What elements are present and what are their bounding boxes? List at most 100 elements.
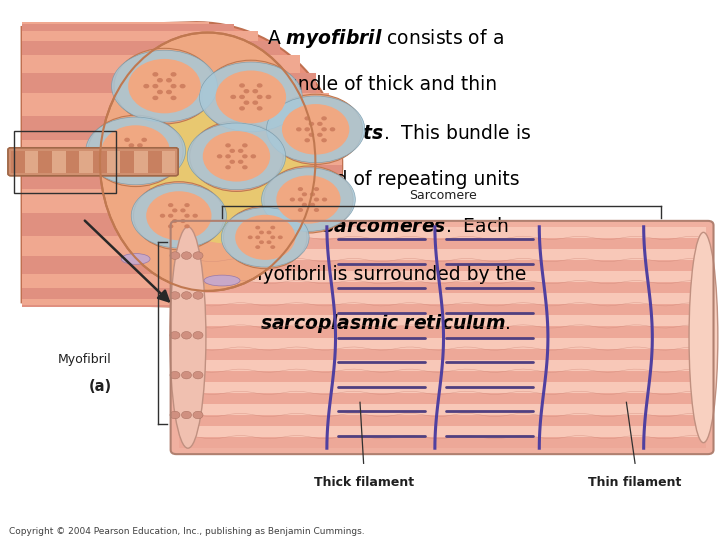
Circle shape xyxy=(238,148,243,153)
Circle shape xyxy=(193,292,203,299)
Bar xyxy=(179,282,706,293)
Circle shape xyxy=(268,110,275,115)
Bar xyxy=(24,151,38,173)
Circle shape xyxy=(125,160,130,164)
Circle shape xyxy=(305,127,310,131)
Circle shape xyxy=(192,214,198,218)
Circle shape xyxy=(176,193,182,198)
Circle shape xyxy=(161,148,168,153)
Bar xyxy=(161,151,176,173)
Circle shape xyxy=(219,154,225,159)
Bar xyxy=(179,415,706,426)
Text: Thick filament: Thick filament xyxy=(313,476,414,489)
Circle shape xyxy=(287,183,292,188)
Circle shape xyxy=(171,84,176,89)
Circle shape xyxy=(181,372,192,379)
Circle shape xyxy=(180,219,186,223)
Polygon shape xyxy=(22,299,234,305)
Circle shape xyxy=(218,94,225,99)
Ellipse shape xyxy=(204,275,240,286)
Circle shape xyxy=(171,96,176,100)
Circle shape xyxy=(298,208,303,212)
Circle shape xyxy=(193,252,203,259)
Circle shape xyxy=(176,224,182,228)
Circle shape xyxy=(150,91,157,97)
Text: Myofibril: Myofibril xyxy=(58,353,112,366)
Ellipse shape xyxy=(112,50,217,122)
Circle shape xyxy=(302,119,309,124)
Bar xyxy=(179,249,706,260)
Circle shape xyxy=(133,181,224,249)
Circle shape xyxy=(184,224,190,228)
Circle shape xyxy=(202,60,300,134)
Circle shape xyxy=(122,156,129,161)
Circle shape xyxy=(323,119,329,124)
Circle shape xyxy=(166,220,172,225)
Circle shape xyxy=(132,159,139,164)
Bar xyxy=(179,326,706,338)
Circle shape xyxy=(132,138,139,143)
Circle shape xyxy=(143,84,149,89)
Circle shape xyxy=(280,248,286,253)
Circle shape xyxy=(266,231,271,234)
Circle shape xyxy=(239,83,245,87)
Circle shape xyxy=(312,148,319,153)
Circle shape xyxy=(170,292,180,299)
Circle shape xyxy=(195,228,202,233)
Circle shape xyxy=(271,242,277,246)
Circle shape xyxy=(292,142,299,147)
Circle shape xyxy=(255,245,260,249)
Polygon shape xyxy=(22,41,280,56)
Circle shape xyxy=(269,94,362,165)
Ellipse shape xyxy=(689,232,718,443)
Circle shape xyxy=(312,106,319,111)
Circle shape xyxy=(253,139,260,144)
Circle shape xyxy=(193,332,203,339)
Circle shape xyxy=(317,122,323,126)
Circle shape xyxy=(168,203,174,207)
Circle shape xyxy=(170,252,180,259)
Circle shape xyxy=(248,72,254,77)
Circle shape xyxy=(143,141,149,146)
Circle shape xyxy=(319,197,325,202)
Circle shape xyxy=(276,176,341,224)
Circle shape xyxy=(314,187,319,191)
Circle shape xyxy=(215,71,286,123)
Circle shape xyxy=(145,84,153,89)
Circle shape xyxy=(182,99,189,105)
Circle shape xyxy=(112,164,119,168)
Circle shape xyxy=(310,192,315,197)
Circle shape xyxy=(310,202,315,207)
Circle shape xyxy=(296,127,302,131)
Bar xyxy=(179,293,706,305)
Circle shape xyxy=(262,254,268,258)
Circle shape xyxy=(322,198,327,201)
Circle shape xyxy=(270,226,275,230)
Circle shape xyxy=(171,91,179,97)
Circle shape xyxy=(170,411,180,419)
Bar xyxy=(179,370,706,382)
Text: Sarcomere: Sarcomere xyxy=(409,189,477,202)
Circle shape xyxy=(305,187,312,192)
Circle shape xyxy=(122,141,129,146)
Circle shape xyxy=(259,231,264,234)
Circle shape xyxy=(181,252,192,259)
Circle shape xyxy=(225,154,231,158)
Circle shape xyxy=(292,112,299,117)
Circle shape xyxy=(141,160,147,164)
Circle shape xyxy=(258,102,265,107)
Circle shape xyxy=(213,169,220,174)
Circle shape xyxy=(268,79,275,84)
Circle shape xyxy=(317,133,323,137)
Circle shape xyxy=(287,235,293,240)
Ellipse shape xyxy=(222,207,309,267)
Circle shape xyxy=(153,133,159,138)
Circle shape xyxy=(255,235,260,239)
Circle shape xyxy=(247,154,253,159)
Bar xyxy=(179,271,706,282)
Bar xyxy=(107,151,120,173)
Circle shape xyxy=(324,211,330,216)
Bar xyxy=(134,151,148,173)
Ellipse shape xyxy=(121,254,150,264)
Circle shape xyxy=(140,68,147,73)
